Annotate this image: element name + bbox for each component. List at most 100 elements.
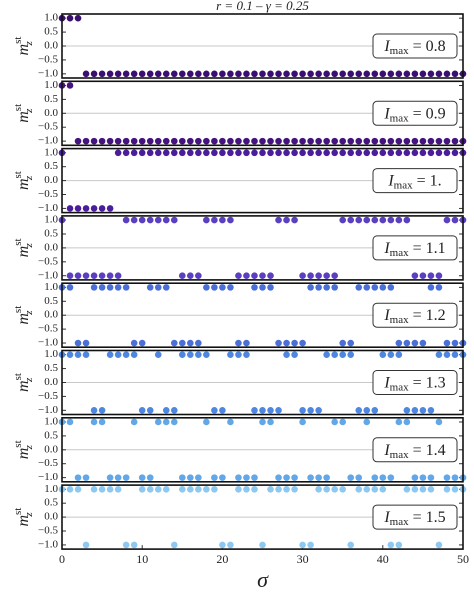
y-tick-label: 0.0 [44, 443, 58, 455]
point [363, 70, 371, 78]
point [106, 70, 114, 78]
point [323, 272, 330, 280]
point [187, 351, 194, 358]
point [315, 149, 322, 157]
point [419, 407, 427, 414]
y-label-main: m [15, 44, 32, 56]
point [443, 485, 451, 493]
y-tick-label: 0.5 [44, 497, 58, 509]
point [387, 137, 395, 145]
point [403, 216, 411, 224]
point [122, 351, 130, 358]
point [66, 14, 74, 22]
y-tick-label: 1.0 [44, 416, 58, 428]
point [419, 149, 427, 157]
point [307, 284, 314, 291]
point [379, 149, 387, 157]
annotation-value: = 1.4 [409, 441, 446, 458]
point [138, 474, 146, 481]
point [435, 284, 443, 291]
point [259, 284, 266, 291]
point [203, 351, 210, 358]
point [146, 149, 154, 157]
y-label-main: m [15, 313, 32, 325]
point [130, 149, 138, 157]
point [235, 485, 242, 493]
point [66, 205, 74, 212]
point [275, 216, 282, 224]
point [179, 137, 186, 145]
point [339, 70, 347, 78]
point [347, 474, 355, 481]
point [130, 418, 138, 426]
point [291, 70, 298, 78]
point [146, 216, 154, 224]
point [203, 485, 210, 493]
plot-frame [61, 416, 464, 483]
point [235, 474, 242, 481]
point [74, 474, 82, 481]
point [443, 216, 451, 224]
y-label-sub: z [23, 175, 35, 181]
point [251, 485, 258, 493]
point [203, 418, 210, 426]
y-tick-label: 1.0 [44, 281, 58, 293]
y-tick-label: 0.5 [44, 93, 58, 105]
point [251, 474, 258, 481]
annotation-value: = 1.3 [409, 374, 446, 391]
annotation-var: I [383, 307, 390, 324]
y-label-sub: z [23, 444, 35, 450]
point [331, 485, 338, 493]
point [66, 272, 74, 280]
point [219, 541, 226, 549]
point [299, 339, 306, 347]
point [122, 284, 130, 291]
point [162, 407, 170, 414]
point [435, 70, 443, 78]
point [315, 474, 322, 481]
annotation-sub: max [390, 246, 409, 258]
point [283, 137, 290, 145]
point [427, 407, 435, 414]
point [259, 541, 266, 549]
point [339, 137, 347, 145]
y-label-main: m [15, 515, 32, 527]
point [170, 541, 178, 549]
point [307, 149, 314, 157]
point [122, 149, 130, 157]
point [371, 137, 379, 145]
y-tick-label: 0.0 [44, 511, 58, 523]
point [267, 418, 274, 426]
point [90, 418, 98, 426]
point [395, 137, 403, 145]
y-tick-label: 0.0 [44, 241, 58, 253]
point [66, 351, 74, 358]
point [323, 284, 330, 291]
y-tick-label: −0.5 [38, 53, 58, 65]
y-axis-label: mstz [12, 373, 35, 392]
point [227, 137, 234, 145]
y-tick-label: 0.0 [44, 376, 58, 388]
point [371, 284, 379, 291]
point [427, 149, 435, 157]
point [162, 216, 170, 224]
point [347, 351, 355, 358]
y-tick-label: −0.5 [38, 188, 58, 200]
point [331, 284, 338, 291]
point [187, 339, 194, 347]
point [195, 149, 202, 157]
annotation-sub: max [390, 314, 409, 326]
point [395, 418, 403, 426]
point [299, 70, 306, 78]
point [187, 137, 194, 145]
point [98, 284, 106, 291]
point [251, 284, 258, 291]
point [138, 70, 146, 78]
point [403, 149, 411, 157]
point [195, 70, 202, 78]
point [291, 137, 298, 145]
point [243, 339, 250, 347]
y-label-sub: z [23, 41, 35, 47]
point [106, 137, 114, 145]
